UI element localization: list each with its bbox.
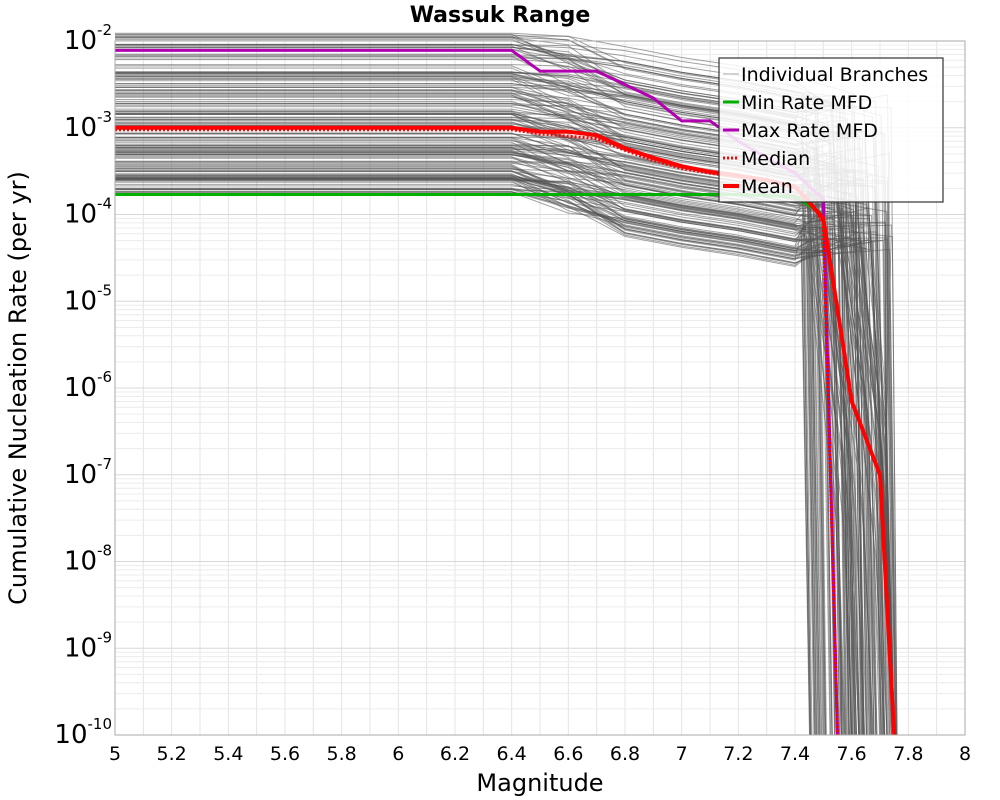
x-tick-label: 7.4 xyxy=(780,743,810,765)
branch-line xyxy=(115,176,868,736)
legend-label: Individual Branches xyxy=(741,64,928,86)
plot-frame xyxy=(114,40,966,736)
branch-line xyxy=(115,67,895,736)
legend-label: Mean xyxy=(741,176,793,198)
branch-line xyxy=(115,113,884,736)
x-tick-label: 5 xyxy=(109,743,121,765)
branch-line xyxy=(115,103,877,736)
branch-line xyxy=(115,150,896,736)
y-tick-label: 10-9 xyxy=(64,628,112,663)
branch-line xyxy=(115,175,898,736)
branch-line xyxy=(115,177,865,736)
x-tick-label: 7.8 xyxy=(893,743,923,765)
x-tick-label: 6.4 xyxy=(497,743,527,765)
legend-box xyxy=(718,57,944,203)
x-tick-label: 7.2 xyxy=(723,743,753,765)
branch-line xyxy=(115,168,833,736)
y-tick-label: 10-8 xyxy=(64,542,112,577)
y-axis-title: Cumulative Nucleation Rate (per yr) xyxy=(4,171,32,605)
x-tick-label: 8 xyxy=(959,743,971,765)
y-tick-label: 10-3 xyxy=(64,108,112,143)
x-tick-label: 7.6 xyxy=(837,743,867,765)
x-axis-ticks: 5 5.2 5.4 5.6 5.8 6 6.2 6.4 6.6 6.8 7 7.2 7.4 7.6 7.8 8 xyxy=(109,743,971,765)
y-tick-label: 10-7 xyxy=(64,455,112,490)
branch-line xyxy=(115,168,811,736)
branch-line xyxy=(115,94,877,736)
x-tick-label: 6.8 xyxy=(610,743,640,765)
branch-line xyxy=(115,178,865,736)
legend-label: Min Rate MFD xyxy=(741,92,872,114)
x-axis-title: Magnitude xyxy=(476,769,603,797)
x-tick-label: 6 xyxy=(392,743,404,765)
x-tick-label: 5.2 xyxy=(157,743,187,765)
branch-line xyxy=(115,148,863,736)
y-tick-label: 10-6 xyxy=(64,368,112,403)
y-tick-label: 10-4 xyxy=(64,195,112,230)
x-tick-label: 6.6 xyxy=(553,743,583,765)
x-tick-label: 5.4 xyxy=(213,743,243,765)
branch-line xyxy=(115,188,895,736)
y-axis-ticks: 10-10 10-9 10-8 10-7 10-6 10-5 10-4 10-3 10-2 xyxy=(54,21,112,750)
y-tick-label: 10-5 xyxy=(64,281,112,316)
x-tick-label: 5.6 xyxy=(270,743,300,765)
branch-line xyxy=(115,100,857,736)
legend-label: Median xyxy=(741,148,810,170)
branch-line xyxy=(115,171,895,736)
series-line-mean xyxy=(115,125,897,736)
x-tick-label: 6.2 xyxy=(440,743,470,765)
x-tick-label: 7 xyxy=(676,743,688,765)
y-tick-label: 10-2 xyxy=(64,21,112,56)
legend-label: Max Rate MFD xyxy=(741,120,878,142)
legend: Individual Branches Min Rate MFD Max Rate … xyxy=(718,57,944,203)
y-tick-label: 10-10 xyxy=(54,715,112,750)
chart-title: Wassuk Range xyxy=(410,3,591,28)
branch-line xyxy=(115,46,888,736)
x-tick-label: 5.8 xyxy=(327,743,357,765)
branch-line xyxy=(115,189,895,736)
branch-line xyxy=(115,154,826,736)
